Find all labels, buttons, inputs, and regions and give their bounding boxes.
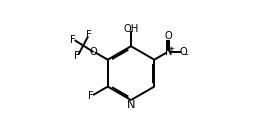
Text: O: O xyxy=(165,31,172,41)
Text: N: N xyxy=(127,100,135,110)
Text: N: N xyxy=(165,47,172,57)
Text: O: O xyxy=(180,47,188,57)
Text: O: O xyxy=(90,47,97,57)
Text: OH: OH xyxy=(123,24,139,34)
Text: F: F xyxy=(86,30,92,40)
Text: F: F xyxy=(74,51,80,61)
Text: F: F xyxy=(89,91,94,101)
Text: F: F xyxy=(70,35,76,45)
Text: +: + xyxy=(168,46,174,52)
Text: -: - xyxy=(184,49,188,59)
